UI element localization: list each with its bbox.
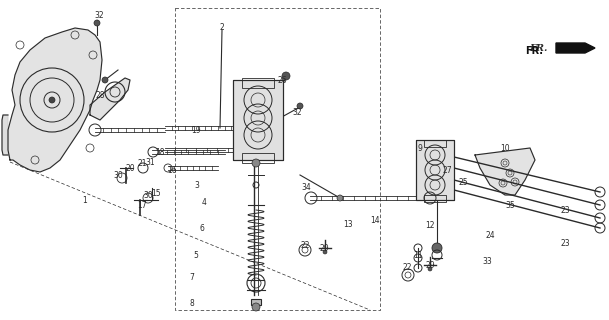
Text: 29: 29 xyxy=(425,260,435,269)
Text: 27: 27 xyxy=(442,165,452,174)
Circle shape xyxy=(323,250,327,254)
Circle shape xyxy=(252,159,260,167)
Polygon shape xyxy=(475,148,535,195)
Bar xyxy=(242,78,274,88)
Text: 23: 23 xyxy=(560,205,570,214)
Text: FR.: FR. xyxy=(530,44,548,52)
Text: 18: 18 xyxy=(155,148,165,156)
Text: 9: 9 xyxy=(418,143,423,153)
Text: 22: 22 xyxy=(403,263,412,273)
Text: 3: 3 xyxy=(194,180,199,189)
Text: 21: 21 xyxy=(137,158,147,167)
Text: 30: 30 xyxy=(113,171,123,180)
Bar xyxy=(251,299,261,305)
Bar xyxy=(424,195,446,202)
Text: 12: 12 xyxy=(425,220,435,229)
Text: 28: 28 xyxy=(95,91,105,100)
Polygon shape xyxy=(2,115,8,155)
Text: 32: 32 xyxy=(94,11,104,20)
Bar xyxy=(242,153,274,163)
Text: 24: 24 xyxy=(485,230,495,239)
Text: 6: 6 xyxy=(200,223,205,233)
Text: 22: 22 xyxy=(300,241,310,250)
Circle shape xyxy=(94,20,100,26)
Circle shape xyxy=(49,97,55,103)
Bar xyxy=(416,140,454,200)
Polygon shape xyxy=(90,78,130,120)
Text: 8: 8 xyxy=(189,299,194,308)
Text: 10: 10 xyxy=(500,143,510,153)
Circle shape xyxy=(252,303,260,311)
Circle shape xyxy=(297,103,303,109)
Circle shape xyxy=(102,77,108,83)
Text: 33: 33 xyxy=(482,258,492,267)
Text: 31: 31 xyxy=(145,157,155,166)
Text: 29: 29 xyxy=(319,244,329,252)
Text: 20: 20 xyxy=(125,164,135,172)
Text: 17: 17 xyxy=(137,201,147,210)
Text: 35: 35 xyxy=(505,201,515,210)
Text: 30: 30 xyxy=(143,190,153,199)
Bar xyxy=(233,80,283,160)
Text: 2: 2 xyxy=(220,22,224,31)
Circle shape xyxy=(282,72,290,80)
Text: 32: 32 xyxy=(292,108,302,116)
Text: 7: 7 xyxy=(189,274,194,283)
Text: 4: 4 xyxy=(202,197,206,206)
Text: 23: 23 xyxy=(560,238,570,247)
Text: 1: 1 xyxy=(83,196,87,204)
Text: 19: 19 xyxy=(191,125,201,134)
Text: 14: 14 xyxy=(370,215,380,225)
Bar xyxy=(416,140,454,200)
Circle shape xyxy=(428,267,432,271)
Text: FR.: FR. xyxy=(525,46,543,56)
Bar xyxy=(424,140,446,147)
Polygon shape xyxy=(556,43,595,53)
Text: 11: 11 xyxy=(414,251,423,260)
Text: 5: 5 xyxy=(194,251,199,260)
Bar xyxy=(233,80,283,160)
Text: 25: 25 xyxy=(458,178,468,187)
Text: 15: 15 xyxy=(151,188,161,197)
Circle shape xyxy=(432,243,442,253)
Text: 34: 34 xyxy=(301,182,311,191)
Text: 26: 26 xyxy=(277,76,287,84)
Text: 16: 16 xyxy=(167,165,177,174)
Text: 13: 13 xyxy=(343,220,353,228)
Circle shape xyxy=(337,195,343,201)
Polygon shape xyxy=(8,28,102,172)
